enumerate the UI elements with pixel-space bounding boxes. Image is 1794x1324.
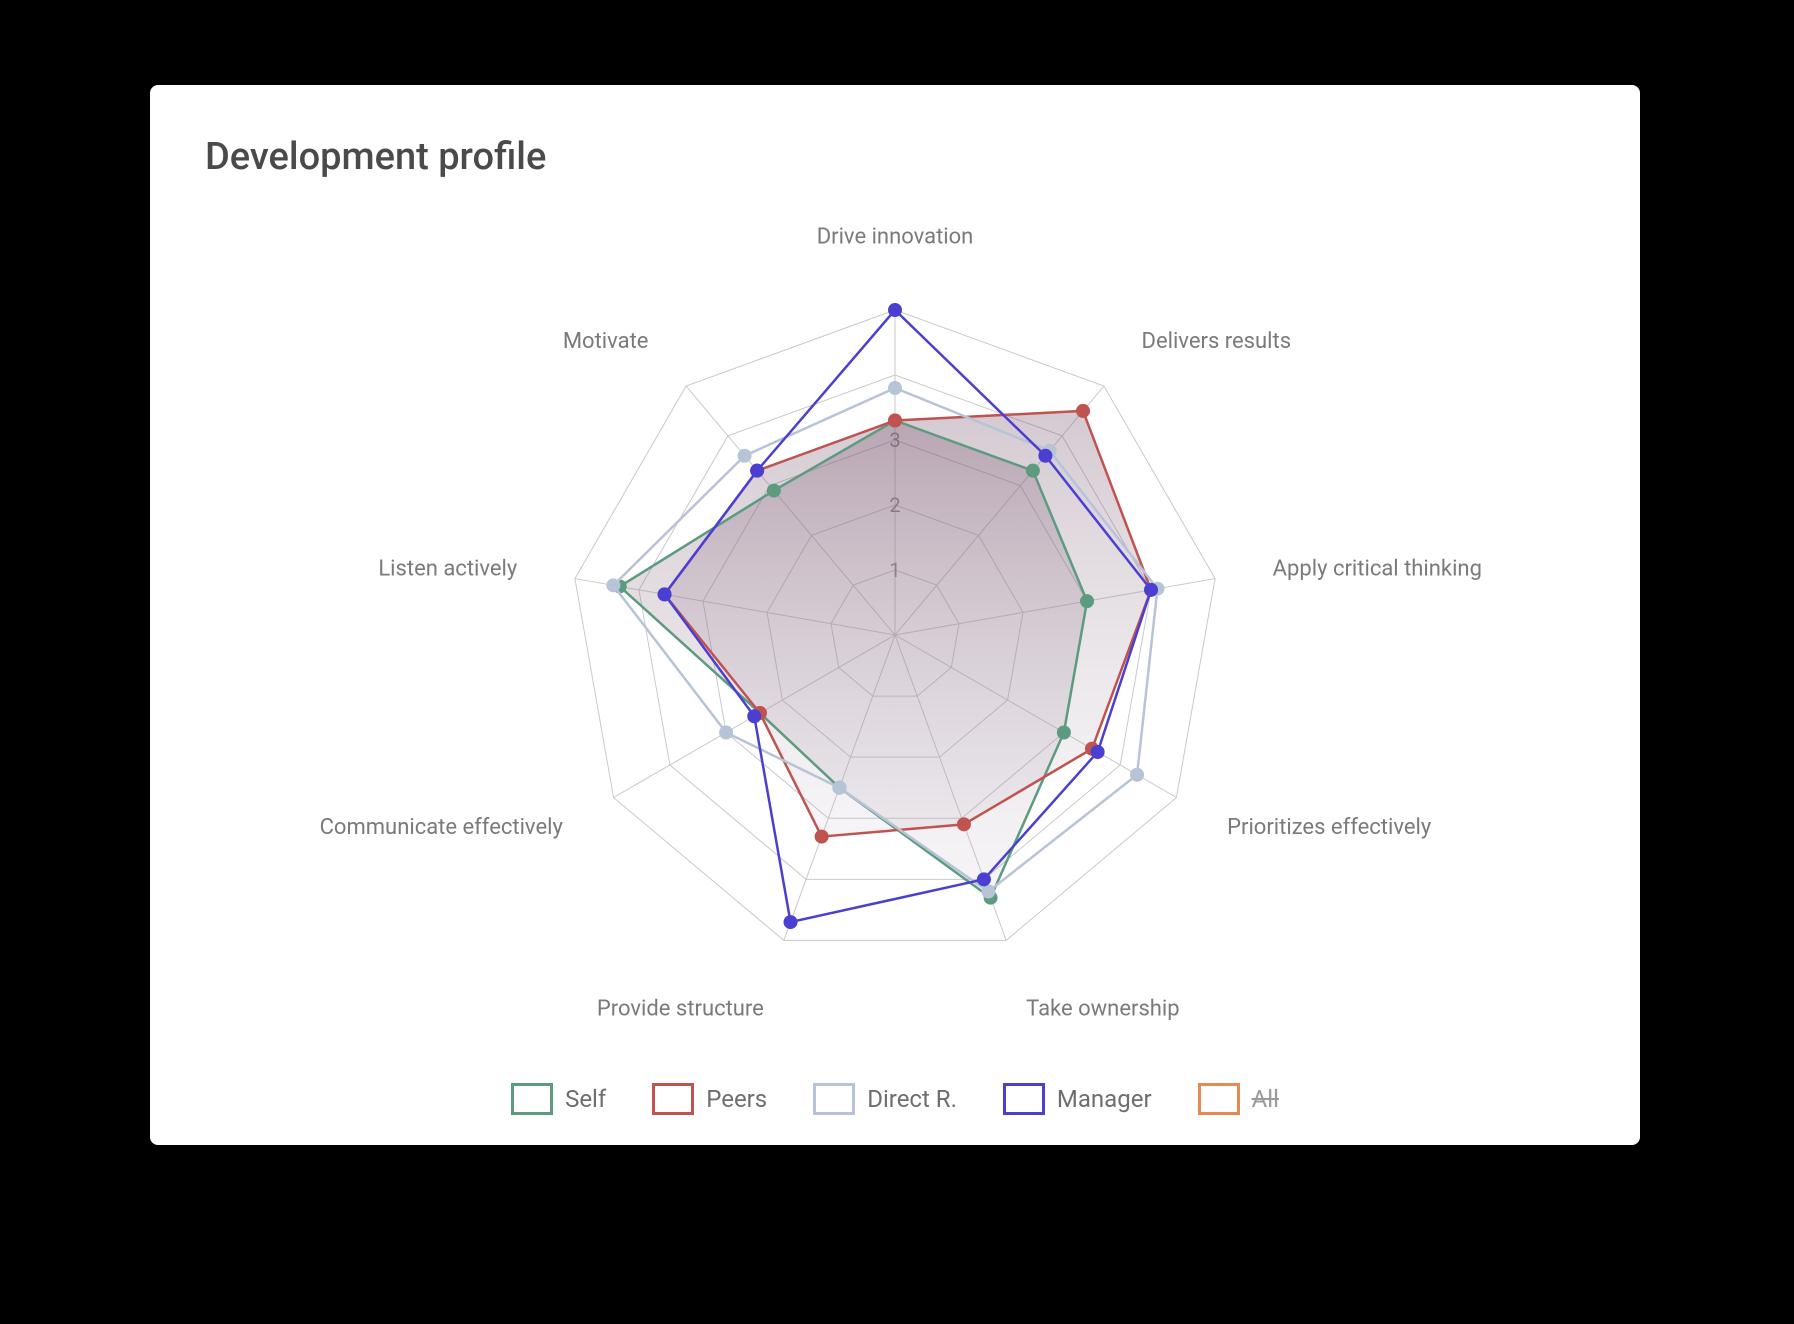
series-marker-manager[interactable] bbox=[747, 709, 761, 723]
series-marker-manager[interactable] bbox=[977, 872, 991, 886]
series-marker-direct[interactable] bbox=[1130, 768, 1144, 782]
series-marker-manager[interactable] bbox=[888, 303, 902, 317]
legend-label-manager: Manager bbox=[1057, 1085, 1152, 1113]
series-marker-self[interactable] bbox=[1057, 726, 1071, 740]
axis-label: Motivate bbox=[563, 329, 649, 354]
legend-swatch-manager bbox=[1003, 1083, 1045, 1115]
legend-label-peers: Peers bbox=[706, 1085, 767, 1113]
series-marker-direct[interactable] bbox=[832, 781, 846, 795]
series-marker-manager[interactable] bbox=[1144, 583, 1158, 597]
radar-chart: 123Drive innovationDelivers resultsApply… bbox=[150, 195, 1640, 1025]
series-marker-self[interactable] bbox=[1080, 594, 1094, 608]
series-marker-direct[interactable] bbox=[888, 381, 902, 395]
series-marker-self[interactable] bbox=[767, 484, 781, 498]
axis-label: Apply critical thinking bbox=[1273, 556, 1482, 581]
axis-label: Drive innovation bbox=[817, 225, 974, 250]
series-marker-peers[interactable] bbox=[888, 414, 902, 428]
axis-label: Listen actively bbox=[378, 556, 518, 581]
legend-item-peers[interactable]: Peers bbox=[652, 1083, 767, 1115]
axis-label: Communicate effectively bbox=[320, 815, 564, 840]
legend-item-direct[interactable]: Direct R. bbox=[813, 1083, 957, 1115]
series-marker-peers[interactable] bbox=[1076, 404, 1090, 418]
legend-swatch-peers bbox=[652, 1083, 694, 1115]
series-marker-self[interactable] bbox=[1026, 464, 1040, 478]
series-marker-direct[interactable] bbox=[981, 885, 995, 899]
series-marker-manager[interactable] bbox=[750, 464, 764, 478]
legend-swatch-self bbox=[511, 1083, 553, 1115]
axis-label: Take ownership bbox=[1026, 996, 1179, 1021]
series-marker-direct[interactable] bbox=[738, 449, 752, 463]
legend-swatch-direct bbox=[813, 1083, 855, 1115]
series-marker-direct[interactable] bbox=[719, 726, 733, 740]
series-marker-manager[interactable] bbox=[658, 587, 672, 601]
series-marker-peers[interactable] bbox=[957, 817, 971, 831]
legend-label-all: All bbox=[1252, 1085, 1279, 1113]
chart-title: Development profile bbox=[205, 135, 546, 179]
chart-card: Development profile 123Drive innovationD… bbox=[150, 85, 1640, 1145]
legend-item-manager[interactable]: Manager bbox=[1003, 1083, 1152, 1115]
axis-label: Prioritizes effectively bbox=[1227, 815, 1432, 840]
legend-label-self: Self bbox=[565, 1085, 606, 1113]
series-marker-manager[interactable] bbox=[784, 915, 798, 929]
axis-label: Provide structure bbox=[597, 996, 764, 1021]
series-marker-direct[interactable] bbox=[606, 578, 620, 592]
legend-item-self[interactable]: Self bbox=[511, 1083, 606, 1115]
legend: Self Peers Direct R. Manager All bbox=[150, 1083, 1640, 1115]
legend-item-all[interactable]: All bbox=[1198, 1083, 1279, 1115]
legend-swatch-all bbox=[1198, 1083, 1240, 1115]
axis-label: Delivers results bbox=[1142, 329, 1292, 354]
legend-label-direct: Direct R. bbox=[867, 1085, 957, 1113]
series-marker-peers[interactable] bbox=[815, 830, 829, 844]
series-marker-manager[interactable] bbox=[1091, 745, 1105, 759]
series-marker-manager[interactable] bbox=[1038, 449, 1052, 463]
